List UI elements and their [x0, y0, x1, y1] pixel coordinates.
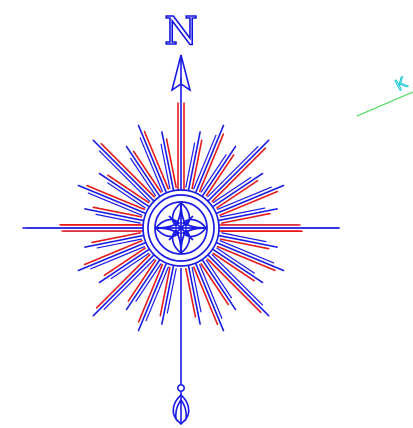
compass-ray-blue [161, 264, 175, 325]
compass-ray-blue [217, 234, 278, 248]
compass-ray-red [107, 174, 150, 204]
compass-ray-red [132, 150, 162, 193]
compass-ray-blue-secondary [199, 264, 223, 319]
compass-ray-blue-secondary [95, 213, 141, 224]
compass-ray-blue [77, 241, 147, 272]
compass-ray-blue [194, 124, 225, 194]
compass-ray-blue-secondary [166, 268, 177, 314]
compass-ray-red [83, 239, 143, 266]
compass-ray-blue [194, 262, 225, 332]
compass-ray-blue [211, 248, 264, 284]
edge-annotation-label: K [393, 74, 411, 94]
compass-ray-blue-secondary [129, 157, 157, 197]
compass-ray-blue [211, 172, 264, 208]
compass-ray-red [192, 266, 219, 326]
compass-ray-blue-secondary [200, 154, 227, 193]
compass-ray-red [219, 238, 270, 250]
compass-ray-blue-secondary [193, 134, 217, 190]
compass-ray-red [219, 190, 279, 217]
compass-ray-red [137, 263, 164, 323]
compass-ray-red [143, 130, 170, 190]
compass-ray-blue-secondary [96, 238, 143, 249]
compass-ray-blue-secondary [219, 240, 275, 264]
compass-ray-red [221, 212, 271, 224]
compass-ray-blue [215, 241, 285, 272]
compass-ray-red [103, 247, 146, 277]
compass-ray-red [198, 133, 225, 193]
compass-ray-blue-secondary [217, 186, 272, 210]
compass-ray-blue [207, 254, 270, 317]
compass-ray-blue-secondary [87, 192, 143, 216]
center-ornament [154, 201, 208, 255]
compass-ray-blue-secondary [139, 137, 163, 192]
center-ornament-diagonals [168, 215, 194, 241]
compass-ray-blue-secondary [103, 258, 155, 311]
compass-ray-blue-secondary [191, 266, 202, 313]
compass-ray-blue [207, 139, 270, 202]
compass-ray-blue [201, 145, 237, 198]
compass-ray-blue-secondary [219, 207, 266, 218]
compass-ray-blue [84, 208, 145, 222]
compass-ray-red [92, 206, 143, 218]
compass-ray-blue [215, 184, 285, 215]
compass-ray-blue-secondary [145, 266, 169, 322]
compass-ray-red [200, 263, 230, 306]
compass-ray-blue-secondary [98, 150, 151, 202]
compass-ray-blue [125, 258, 161, 311]
compass-ray-red [165, 138, 177, 188]
compass-ray-blue [92, 254, 155, 317]
compass-ray-red [100, 142, 156, 198]
compass-ray-red [191, 139, 203, 190]
compass-ray-red [127, 259, 157, 302]
compass-ray-blue-secondary [221, 232, 267, 243]
compass-ray-red [205, 154, 235, 197]
compass-ray-red [159, 266, 171, 317]
compass-ray-red [86, 184, 146, 211]
compass-ray-blue [125, 145, 161, 198]
compass-ray-blue-secondary [107, 182, 146, 209]
compass-rays [22, 77, 340, 332]
compass-ray-blue [77, 184, 147, 215]
compass-ray-blue [137, 262, 168, 332]
compass-ray-blue [187, 131, 201, 192]
compass-ray-blue [201, 258, 237, 311]
compass-ray-blue-secondary [216, 247, 255, 274]
compass-ray-red [91, 232, 141, 244]
compass-ray-blue [187, 264, 201, 325]
compass-ray-red [185, 268, 197, 318]
north-label: N [164, 9, 197, 53]
compass-ray-red [211, 147, 267, 203]
compass-ray-blue-secondary [135, 263, 162, 302]
compass-ray-blue-secondary [211, 254, 264, 306]
compass-ray-blue [84, 234, 145, 248]
compass-ray-red [212, 252, 255, 282]
compass-ray-blue-secondary [207, 145, 259, 198]
compass-ray-blue-secondary [185, 142, 196, 188]
compass-ray-blue-secondary [212, 176, 252, 204]
compass-ray-red [216, 179, 259, 209]
compass-ray-blue [217, 208, 278, 222]
edge-annotation: K [356, 74, 413, 117]
compass-ray-blue-secondary [110, 252, 150, 280]
compass-ray-blue-secondary [205, 259, 233, 299]
compass-ray-blue [98, 248, 151, 284]
compass-ray-blue [137, 124, 168, 194]
compass-ray-blue-secondary [160, 143, 171, 190]
compass-ray-blue [92, 139, 155, 202]
compass-ray-blue [161, 131, 175, 192]
south-stem [172, 268, 190, 426]
compass-ray-red [95, 253, 151, 309]
compass-ray-blue [98, 172, 151, 208]
compass-ray-blue-secondary [90, 246, 145, 270]
compass-ray-red [206, 258, 262, 314]
compass-ray-red [216, 245, 276, 272]
